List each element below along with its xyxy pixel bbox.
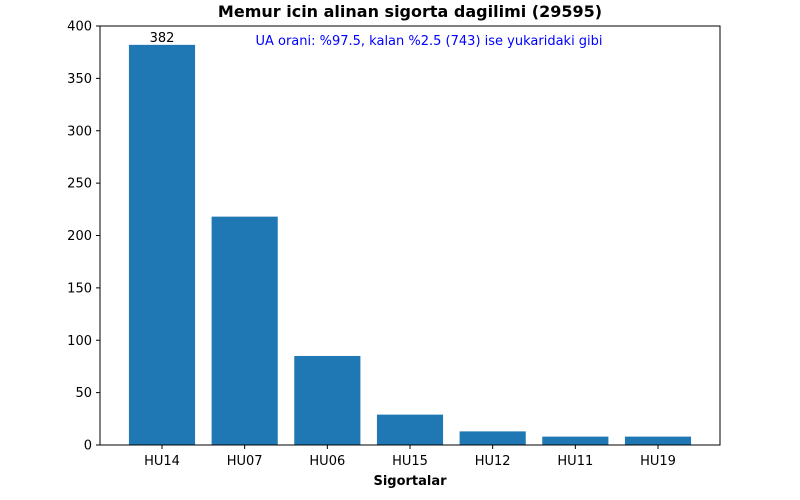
x-tick-label: HU14: [144, 454, 180, 469]
x-tick-label: HU07: [227, 454, 263, 469]
x-tick-label: HU15: [392, 454, 428, 469]
y-tick-label: 300: [67, 124, 92, 139]
x-axis-title: Sigortalar: [373, 474, 447, 489]
chart-title: Memur icin alinan sigorta dagilimi (2959…: [218, 2, 602, 21]
bar-hu11: [542, 436, 609, 445]
y-tick-label: 100: [67, 334, 92, 349]
bar-value-label: 382: [150, 31, 175, 46]
bar-hu14: [128, 44, 196, 445]
x-tick-label: HU19: [640, 454, 676, 469]
y-tick-label: 0: [84, 439, 92, 454]
chart-annotation: UA orani: %97.5, kalan %2.5 (743) ise yu…: [255, 34, 602, 49]
y-tick-label: 400: [67, 20, 92, 35]
x-axis: HU14 HU07 HU06 HU15 HU12 HU11 HU19: [144, 445, 676, 469]
bar-hu12: [459, 431, 526, 445]
bar-hu07: [211, 216, 278, 445]
y-tick-label: 50: [75, 386, 92, 401]
y-tick-label: 350: [67, 72, 92, 87]
bar-hu15: [376, 414, 444, 445]
bar-hu19: [624, 436, 692, 445]
y-tick-label: 200: [67, 229, 92, 244]
x-tick-label: HU12: [475, 454, 511, 469]
plot-frame: [99, 25, 721, 446]
x-tick-label: HU11: [557, 454, 593, 469]
bar-hu06: [294, 355, 361, 445]
x-tick-label: HU06: [309, 454, 345, 469]
y-axis: 0 50 100 150 200 250 300 350 400: [67, 20, 100, 454]
bars-group: 382: [128, 31, 692, 445]
y-tick-label: 150: [67, 281, 92, 296]
y-tick-label: 250: [67, 177, 92, 192]
